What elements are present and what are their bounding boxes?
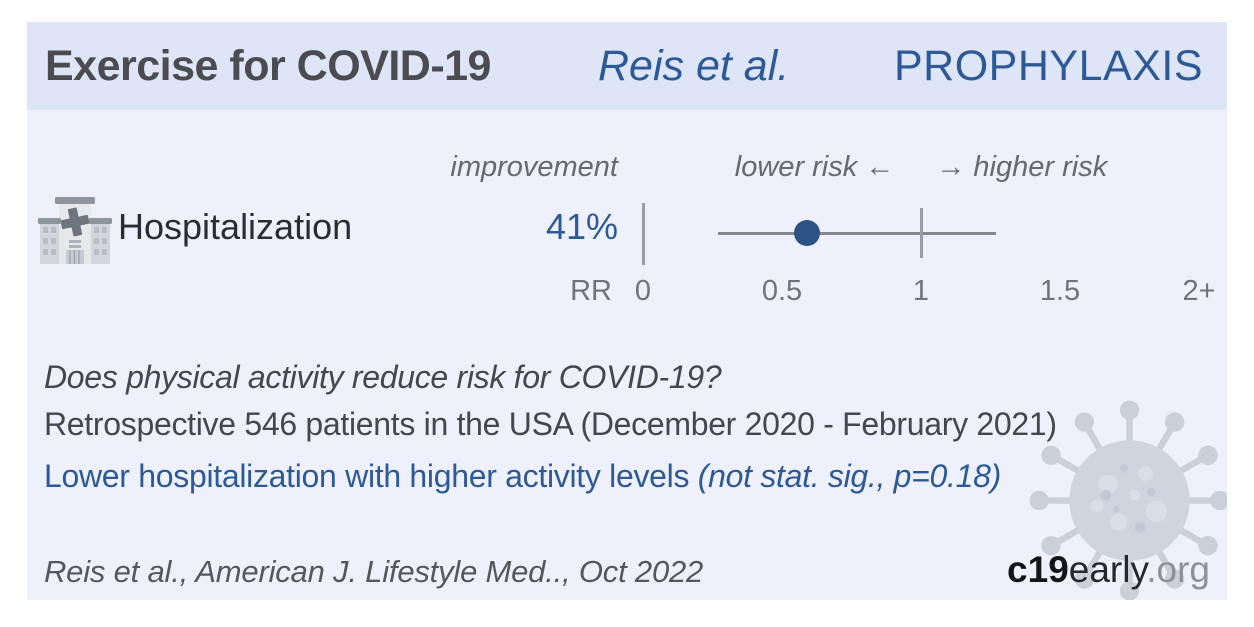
lower-risk-label: lower risk ← (734, 151, 895, 183)
brand-early: early (1068, 549, 1147, 590)
study-card: Exercise for COVID-19 Reis et al. PROPHY… (27, 22, 1227, 600)
reference-line-rr1 (919, 208, 923, 258)
brand-org: .org (1146, 549, 1210, 590)
improvement-column-header: improvement (450, 151, 618, 183)
x-axis-ticks: 0 0.5 1 1.5 2+ (635, 272, 1216, 312)
stage-badge: PROPHYLAXIS (894, 42, 1203, 90)
study-author: Reis et al. (598, 42, 790, 90)
treatment-title: Exercise for COVID-19 (45, 42, 491, 90)
finding-text: Lower hospitalization with higher activi… (44, 458, 690, 494)
research-question: Does physical activity reduce risk for C… (44, 359, 722, 395)
header-bar: Exercise for COVID-19 Reis et al. PROPHY… (27, 22, 1227, 110)
outcome-label: Hospitalization (118, 206, 353, 247)
zero-axis-separator (642, 203, 645, 265)
axis-scale-label: RR (570, 275, 612, 307)
confidence-interval-line (718, 232, 997, 235)
virus-watermark-icon (1022, 393, 1227, 600)
improvement-value: 41% (545, 206, 618, 247)
hospital-icon (38, 196, 112, 264)
citation: Reis et al., American J. Lifestyle Med..… (44, 554, 704, 589)
brand-c19: c19 (1007, 549, 1069, 590)
point-estimate-dot (794, 220, 821, 246)
x-tick-label: 0.5 (761, 275, 803, 307)
x-tick-label: 2+ (1182, 275, 1216, 307)
significance-note: (not stat. sig., p=0.18) (697, 458, 1002, 494)
brand-link[interactable]: c19early.org (1007, 549, 1210, 591)
forest-plot (643, 203, 1199, 265)
x-tick-label: 1 (912, 275, 930, 307)
finding-statement: Lower hospitalization with higher activi… (44, 458, 1001, 495)
x-tick-label: 0 (634, 275, 652, 307)
x-tick-label: 1.5 (1039, 275, 1081, 307)
higher-risk-label: → higher risk (936, 151, 1108, 183)
study-description: Retrospective 546 patients in the USA (D… (44, 406, 1057, 442)
risk-direction-header: lower risk ← → higher risk (621, 149, 1221, 185)
